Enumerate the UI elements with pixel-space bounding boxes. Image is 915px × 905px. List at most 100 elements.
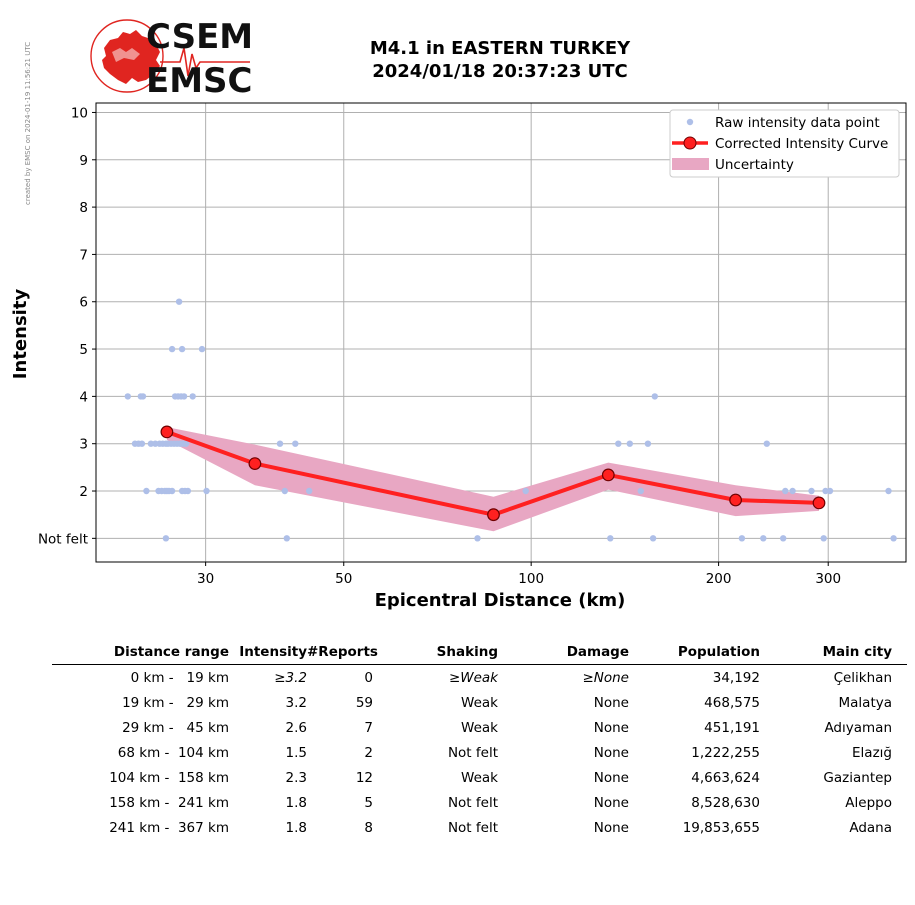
cell-shaking: ≥Weak	[448, 669, 498, 686]
raw-data-point	[143, 487, 150, 495]
raw-data-point	[637, 487, 644, 495]
cell-intensity: ≥3.2	[274, 669, 307, 686]
raw-data-point	[780, 535, 787, 542]
raw-data-point	[180, 393, 188, 400]
header-main-city: Main city	[822, 644, 892, 660]
raw-data-point	[306, 487, 313, 495]
cell-intensity: 1.5	[285, 744, 307, 761]
raw-data-point	[474, 535, 481, 542]
raw-data-point	[644, 440, 652, 447]
y-tick-label: 9	[79, 153, 88, 169]
cell-reports: 7	[364, 719, 373, 736]
raw-data-point	[182, 440, 190, 447]
raw-data-point	[198, 345, 206, 353]
cell-population: 451,191	[704, 719, 760, 736]
cell-intensity: 2.6	[285, 719, 307, 736]
header-population: Population	[677, 644, 760, 660]
table-row: 0 km - 19 km ≥3.2 0 ≥Weak ≥None 34,192 Çelikha…	[52, 665, 907, 690]
raw-data-point	[763, 440, 770, 447]
header-shaking: Shaking	[436, 644, 498, 660]
chart-title-line1: M4.1 in EASTERN TURKEY	[369, 38, 631, 59]
corrected-curve-line	[166, 430, 820, 517]
raw-data-point	[607, 535, 614, 542]
cell-population: 468,575	[704, 694, 760, 711]
cell-population: 1,222,255	[691, 744, 760, 761]
raw-data-point	[522, 487, 529, 495]
cell-reports: 0	[364, 669, 373, 686]
cell-main-city: Malatya	[838, 694, 893, 711]
legend-raw-marker	[686, 118, 694, 126]
raw-points	[124, 298, 897, 542]
y-tick-label: 8	[79, 200, 88, 216]
cell-damage: None	[593, 744, 629, 761]
chart-title: M4.1 in EASTERN TURKEY 2024/01/18 20:37:…	[300, 37, 700, 83]
cell-shaking: Weak	[461, 719, 498, 736]
cell-damage: None	[593, 719, 629, 736]
y-axis-label: Intensity	[10, 289, 31, 380]
legend-curve-label: Corrected Intensity Curve	[715, 136, 888, 152]
cell-distance-range: 29 km - 45 km	[122, 719, 229, 736]
intensity-table: Distance range Intensity #Reports Shakin…	[52, 640, 907, 840]
plot-frame	[95, 102, 907, 563]
corrected-curve-point	[601, 468, 615, 482]
cell-distance-range: 104 km - 158 km	[109, 769, 229, 786]
logo-text-emsc: EMSC	[146, 61, 253, 98]
cell-distance-range: 68 km - 104 km	[117, 744, 229, 761]
raw-data-point	[789, 487, 796, 495]
x-tick-label: 300	[815, 571, 841, 587]
cell-intensity: 1.8	[285, 794, 307, 811]
cell-distance-range: 158 km - 241 km	[109, 794, 229, 811]
raw-data-point	[124, 393, 131, 400]
logo-graphic: CSEM EMSC	[90, 17, 253, 101]
header-intensity: Intensity	[239, 644, 307, 660]
cell-reports: 2	[364, 744, 373, 761]
cell-main-city: Adıyaman	[824, 719, 892, 736]
cell-shaking: Weak	[461, 694, 498, 711]
cell-main-city: Elazığ	[852, 744, 892, 761]
legend-raw-label: Raw intensity data point	[715, 115, 880, 131]
cell-main-city: Çelikhan	[833, 669, 892, 686]
cell-reports: 59	[355, 694, 373, 711]
cell-shaking: Not felt	[447, 819, 498, 836]
raw-data-point	[175, 298, 183, 305]
x-tick-label: 200	[706, 571, 732, 587]
y-tick-label: 7	[79, 247, 88, 263]
raw-data-point	[890, 535, 897, 542]
cell-intensity: 2.3	[285, 769, 307, 786]
tick-labels: Not felt 2 3 4 5 6 7 8 9 10 30 50 100 200 300	[38, 105, 841, 587]
logo-text-csem: CSEM	[146, 18, 253, 57]
x-tick-label: 30	[197, 571, 214, 587]
cell-population: 19,853,655	[682, 819, 760, 836]
y-tick-label: 3	[79, 437, 88, 453]
corrected-curve-point	[487, 508, 500, 522]
corrected-curve	[160, 425, 826, 522]
cell-intensity: 3.2	[285, 694, 307, 711]
cell-damage: None	[593, 694, 629, 711]
raw-data-point	[203, 487, 210, 495]
table-row: 68 km - 104 km 1.5 2 Not felt None 1,222,255 E…	[52, 740, 907, 765]
y-tick-label: 4	[79, 389, 88, 405]
logo-globe-outline	[90, 19, 164, 93]
y-tick-label: 6	[79, 295, 88, 311]
raw-data-point	[615, 440, 622, 447]
y-tick-label: 10	[71, 105, 88, 121]
axes	[92, 102, 907, 566]
legend-uncertainty-label: Uncertainty	[715, 157, 794, 173]
cell-distance-range: 241 km - 367 km	[109, 819, 229, 836]
legend-box	[669, 109, 900, 178]
header-reports: #Reports	[307, 644, 378, 660]
cell-distance-range: 19 km - 29 km	[122, 694, 229, 711]
y-tick-label: Not felt	[38, 531, 88, 547]
table-row: 241 km - 367 km 1.8 8 Not felt None 19,853,65…	[52, 815, 907, 840]
y-tick-label: 2	[79, 484, 88, 500]
raw-data-point	[292, 440, 299, 447]
cell-population: 4,663,624	[691, 769, 760, 786]
table-row: 29 km - 45 km 2.6 7 Weak None 451,191 Adıyaman	[52, 715, 907, 740]
cell-damage: ≥None	[582, 669, 629, 686]
raw-data-point	[826, 487, 834, 495]
cell-damage: None	[593, 769, 629, 786]
csem-emsc-logo: CSEM EMSC	[90, 17, 255, 101]
cell-main-city: Gaziantep	[823, 769, 892, 786]
raw-data-point	[189, 393, 196, 400]
table-header: Distance range Intensity #Reports Shakin…	[52, 640, 907, 665]
